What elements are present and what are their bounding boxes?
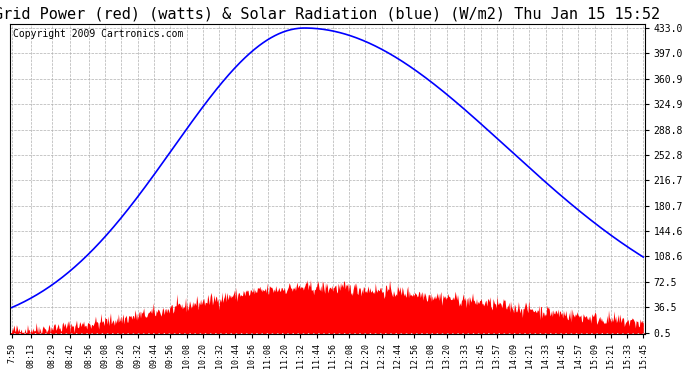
Title: Grid Power (red) (watts) & Solar Radiation (blue) (W/m2) Thu Jan 15 15:52: Grid Power (red) (watts) & Solar Radiati… xyxy=(0,7,660,22)
Text: Copyright 2009 Cartronics.com: Copyright 2009 Cartronics.com xyxy=(14,29,184,39)
